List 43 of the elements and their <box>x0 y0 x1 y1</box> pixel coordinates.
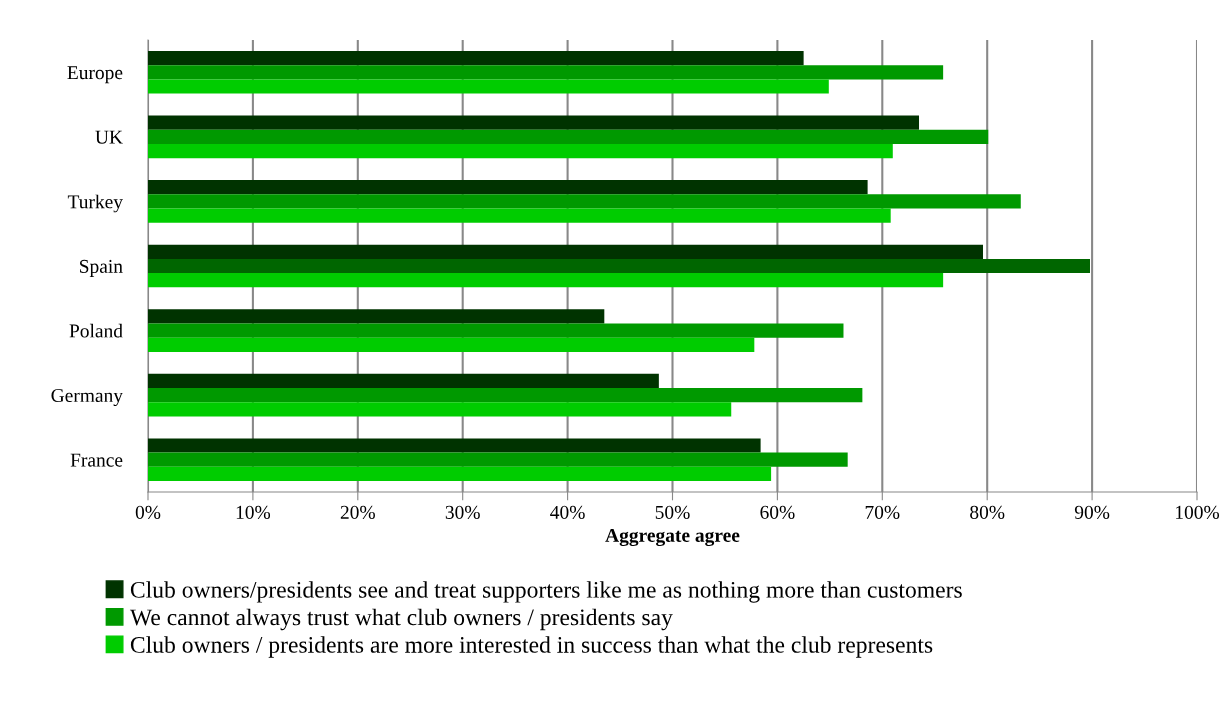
x-tick-label: 70% <box>865 505 900 519</box>
x-tick-label: 10% <box>236 505 271 519</box>
bar <box>148 244 983 259</box>
bar <box>148 79 829 94</box>
y-tick-label: UK <box>95 130 123 144</box>
x-tick-label: 50% <box>655 505 690 519</box>
y-tick-label: France <box>70 453 123 467</box>
bar <box>148 466 772 482</box>
x-tick-label: 20% <box>340 505 375 519</box>
bar <box>148 194 1021 209</box>
x-tick-label: 80% <box>970 505 1005 519</box>
bar <box>148 452 848 467</box>
bar <box>148 208 891 223</box>
y-tick-label: Turkey <box>67 194 123 213</box>
y-tick-label: Germany <box>51 388 123 407</box>
legend-label: Club owners/presidents see and treat supporters like me as nothing more than customers <box>130 581 962 603</box>
x-tick-label: 60% <box>760 505 795 519</box>
bar <box>148 402 732 417</box>
bar <box>148 50 804 66</box>
y-tick-label: Europe <box>67 66 123 84</box>
x-tick-label: 30% <box>445 505 480 519</box>
bar <box>148 373 659 389</box>
x-tick-label: 0% <box>135 505 161 519</box>
x-tick-label: 100% <box>1176 505 1220 519</box>
bar <box>148 180 868 195</box>
bar <box>148 388 863 403</box>
x-tick-label: 90% <box>1074 505 1110 519</box>
bar <box>148 309 605 324</box>
bar <box>148 129 989 144</box>
bar <box>148 143 893 159</box>
bar <box>148 65 944 80</box>
legend-label: Club owners / presidents are more interested in success than what the club represents <box>130 636 933 658</box>
bar <box>148 258 1090 274</box>
bar <box>148 323 844 338</box>
x-axis-title: Aggregate agree <box>605 528 740 547</box>
bar <box>148 438 761 453</box>
y-tick-label: Spain <box>80 259 123 277</box>
bar <box>148 337 755 352</box>
bar <box>148 273 944 288</box>
x-tick-label: 40% <box>550 505 585 519</box>
y-tick-label: Poland <box>69 323 123 338</box>
bar <box>148 115 920 130</box>
legend-label: We cannot always trust what club owners / presidents say <box>129 608 673 631</box>
